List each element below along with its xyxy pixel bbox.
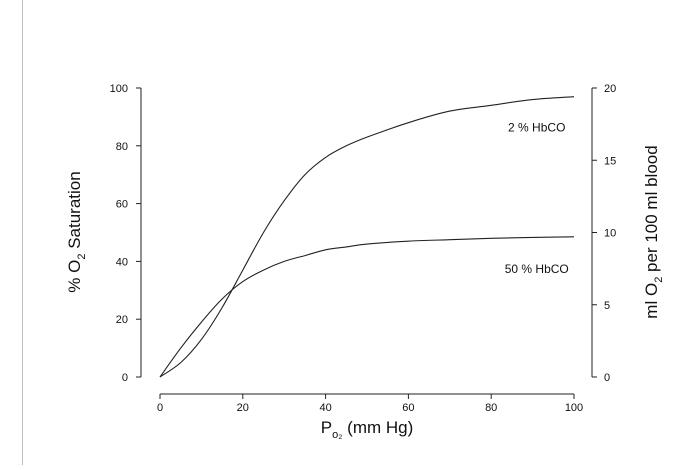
y-right-tick-label: 0 — [604, 372, 610, 384]
y-right-tick-label: 15 — [604, 155, 616, 167]
y-left-tick-label: 40 — [116, 256, 128, 268]
y-right-tick-label: 5 — [604, 300, 610, 312]
x-tick-label: 20 — [237, 402, 249, 414]
series-line-2 — [159, 236, 575, 378]
y-left-tick-label: 0 — [122, 372, 128, 384]
x-tick-label: 40 — [319, 402, 331, 414]
y-left-tick-label: 60 — [116, 199, 128, 211]
x-tick-label: 80 — [485, 402, 497, 414]
y-left-axis-title: % O2 Saturation — [65, 171, 88, 292]
y-right-tick-label: 10 — [604, 228, 616, 240]
x-tick-label: 60 — [402, 402, 414, 414]
y-right-tick-label: 20 — [604, 83, 616, 95]
y-left-tick-label: 100 — [110, 83, 128, 95]
series-label-2: 50 % HbCO — [505, 262, 569, 276]
x-axis-title: Po₂ (mm Hg) — [321, 418, 414, 441]
x-tick-label: 100 — [565, 402, 583, 414]
y-left-tick-label: 80 — [116, 141, 128, 153]
series-line-1 — [159, 96, 575, 378]
y-right-axis-title: ml O2 per 100 ml blood — [642, 145, 665, 318]
y-left-tick-label: 20 — [116, 314, 128, 326]
series-label-1: 2 % HbCO — [508, 120, 565, 134]
x-tick-label: 0 — [157, 402, 163, 414]
